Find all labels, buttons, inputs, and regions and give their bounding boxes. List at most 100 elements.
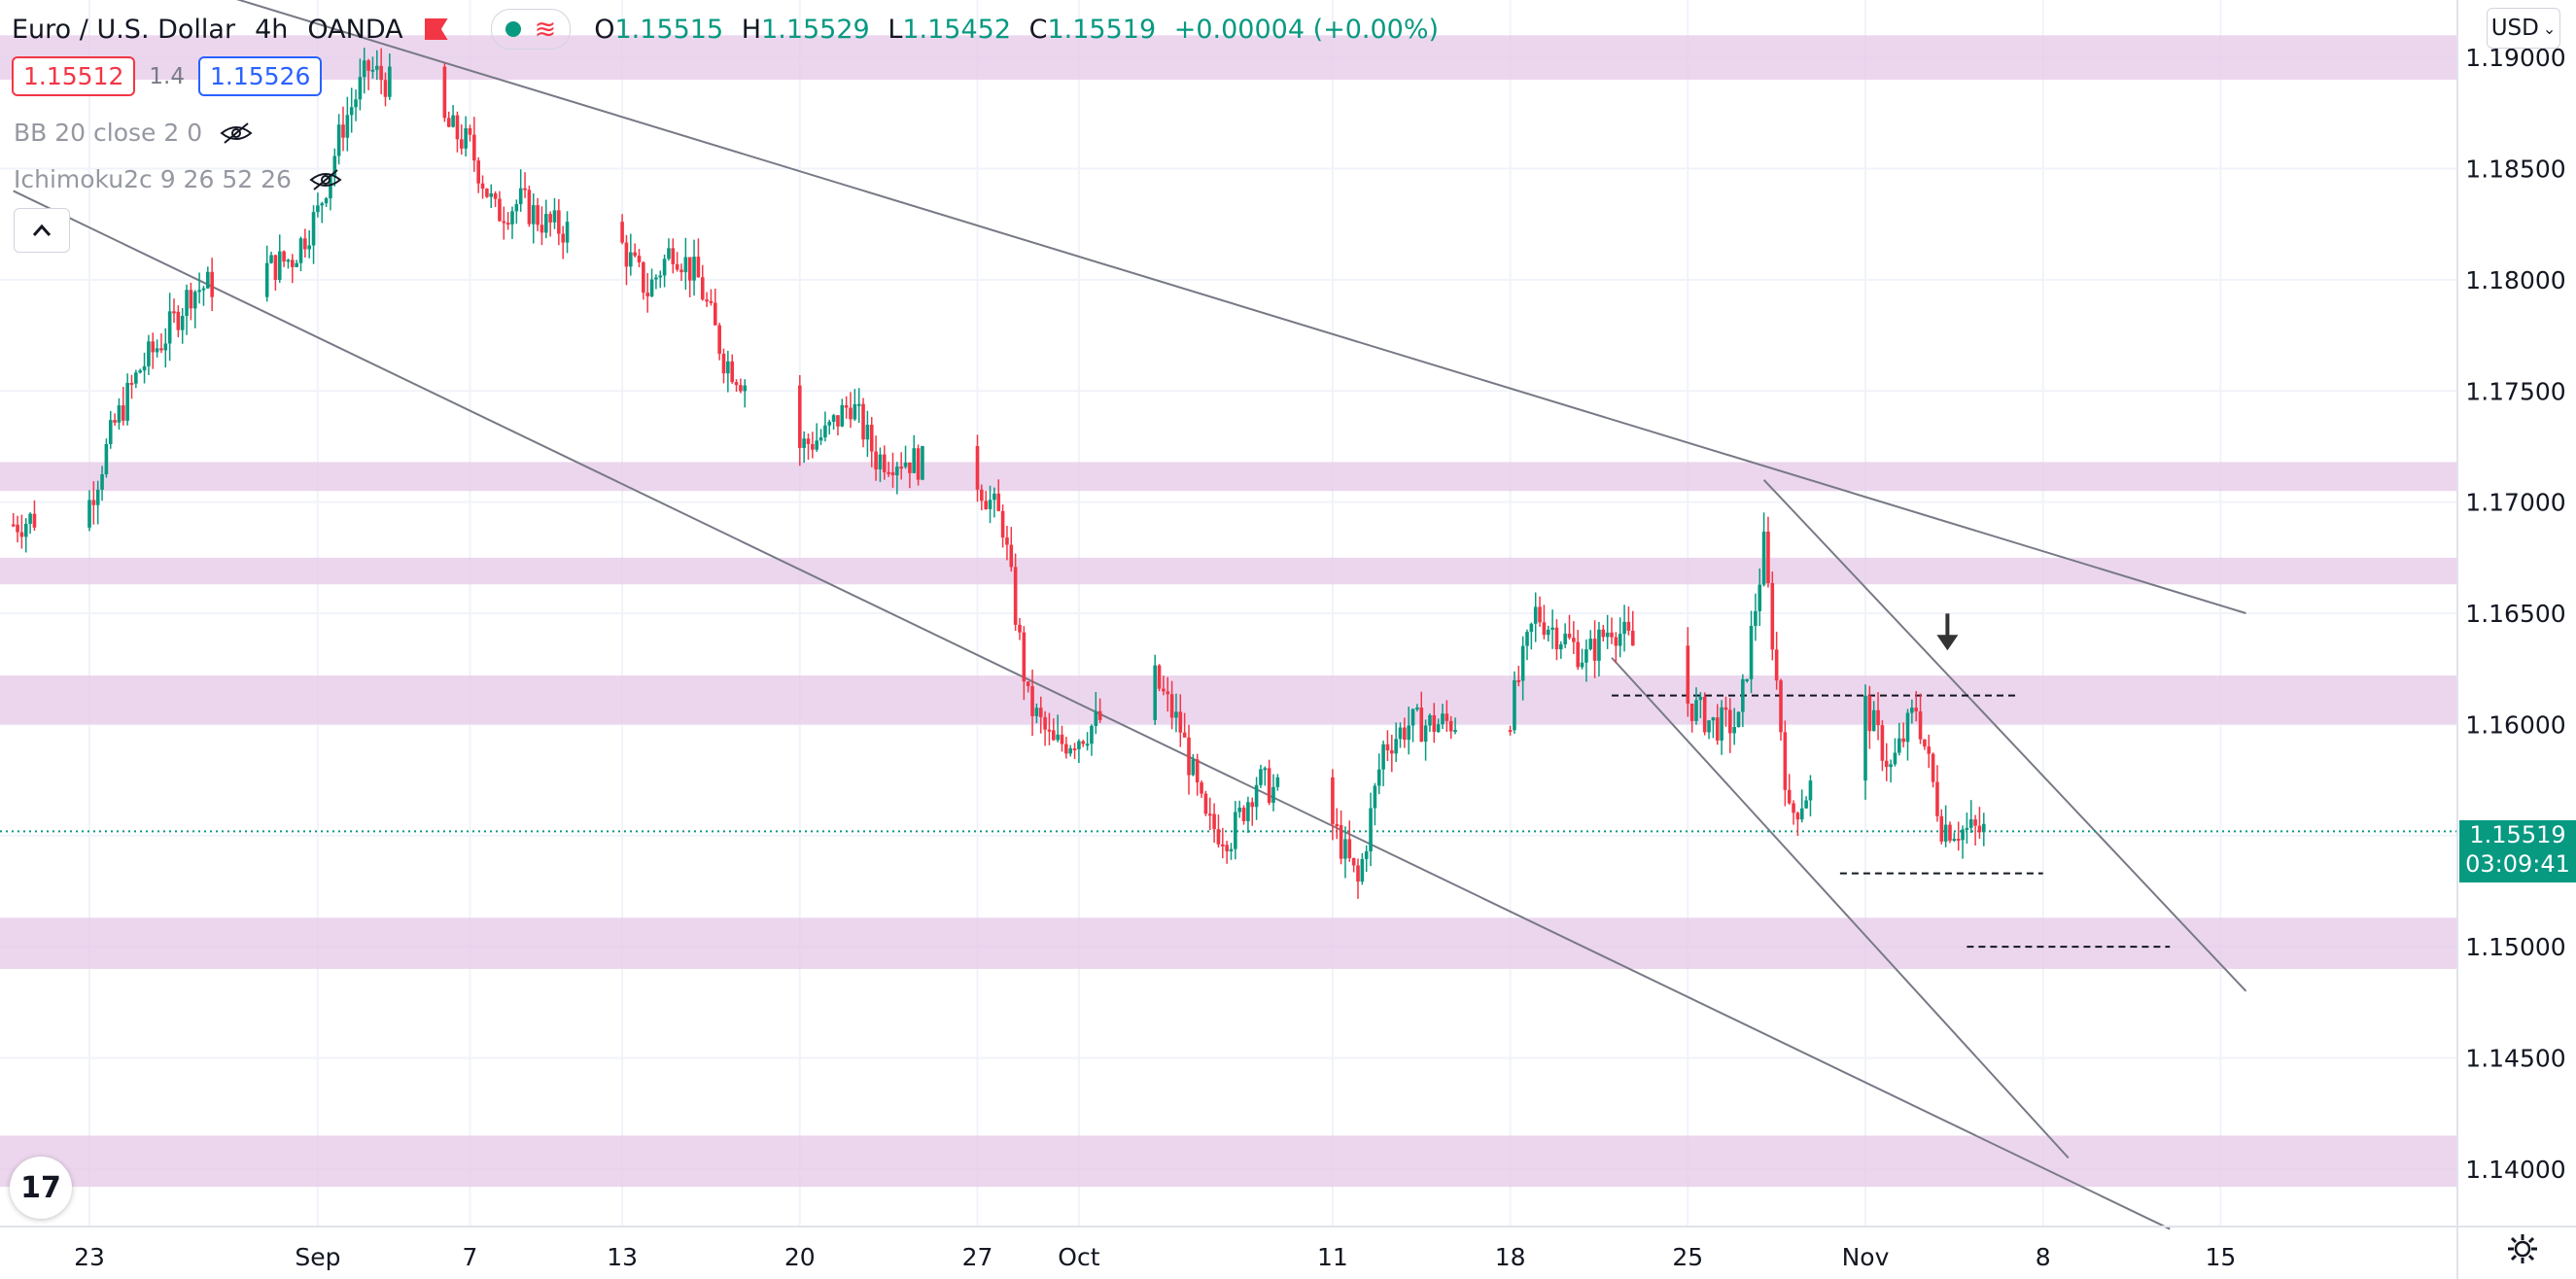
sell-button[interactable]: 1.15512 xyxy=(12,56,136,96)
chart-grid xyxy=(0,0,2457,1227)
candle-body xyxy=(649,279,654,296)
trend-line[interactable] xyxy=(13,190,2171,1230)
candle-body xyxy=(1943,824,1948,842)
candle-body xyxy=(303,238,307,250)
candle-body xyxy=(172,311,176,314)
candle-body xyxy=(899,467,903,469)
price-zone[interactable] xyxy=(0,557,2457,585)
candle-body xyxy=(366,60,370,71)
candle-body xyxy=(87,500,91,528)
candle-body xyxy=(1229,848,1234,852)
candle-body xyxy=(1410,709,1415,726)
flag-icon[interactable] xyxy=(424,18,448,40)
candle-body xyxy=(277,251,282,280)
arrow-down-icon[interactable] xyxy=(1936,635,1959,651)
candle-body xyxy=(1018,624,1022,633)
candle-body xyxy=(865,424,870,440)
candle-body xyxy=(28,513,32,524)
gear-icon[interactable] xyxy=(2506,1232,2539,1265)
trade-buttons: 1.15512 1.4 1.15526 xyxy=(12,56,323,96)
candle-body xyxy=(1234,812,1237,849)
candle-body xyxy=(1754,610,1758,626)
candle-body xyxy=(298,238,303,263)
candle-body xyxy=(561,233,565,243)
candle-body xyxy=(1398,727,1403,740)
interval-label[interactable]: 4h xyxy=(255,14,289,45)
candle-body xyxy=(1369,808,1373,851)
candle-body xyxy=(818,437,823,441)
tradingview-logo[interactable]: 17 xyxy=(10,1157,72,1219)
candle-body xyxy=(726,361,730,374)
trend-line[interactable] xyxy=(64,0,2246,614)
candle-body xyxy=(282,251,286,262)
candle-body xyxy=(1225,845,1229,852)
candle-body xyxy=(1052,730,1056,741)
buy-button[interactable]: 1.15526 xyxy=(197,56,323,96)
candle-body xyxy=(354,99,358,108)
price-zone[interactable] xyxy=(0,917,2457,969)
currency-button[interactable]: USD ⌄ xyxy=(2487,8,2560,49)
indicator-ichimoku[interactable]: Ichimoku2c 9 26 52 26 xyxy=(14,165,342,193)
candle-body xyxy=(1043,716,1047,730)
trend-line[interactable] xyxy=(1611,657,2070,1159)
candle-body xyxy=(662,259,667,276)
candle-body xyxy=(1622,621,1626,635)
candle-body xyxy=(815,440,818,450)
candle-body xyxy=(1720,707,1723,741)
candle-body xyxy=(514,204,519,212)
candle-body xyxy=(518,188,523,205)
candle-body xyxy=(1419,707,1424,743)
candle-body xyxy=(1525,632,1529,646)
candle-body xyxy=(992,493,996,501)
candle-body xyxy=(206,271,210,289)
candle-body xyxy=(498,198,502,222)
trend-lines[interactable] xyxy=(0,0,2457,1230)
candle-body xyxy=(1538,606,1542,623)
candle-body xyxy=(1407,725,1410,741)
candle-body xyxy=(1520,645,1525,681)
price-zone[interactable] xyxy=(0,1135,2457,1188)
collapse-legend-button[interactable] xyxy=(14,208,70,253)
symbol-name[interactable]: Euro / U.S. Dollar xyxy=(12,14,236,45)
candle-body xyxy=(709,300,714,303)
candle-body xyxy=(705,299,709,302)
candle-body xyxy=(1423,725,1428,743)
candle-body xyxy=(11,524,16,527)
candle-body xyxy=(1335,823,1340,826)
symbol-legend: Euro / U.S. Dollar 4h OANDA ≋ O1.15515 H… xyxy=(12,8,1439,51)
eye-hidden-icon[interactable] xyxy=(309,168,342,191)
candle-body xyxy=(108,420,113,444)
y-tick-label: 1.17500 xyxy=(2465,377,2565,405)
market-status-pill[interactable]: ≋ xyxy=(490,9,572,50)
candle-body xyxy=(176,311,181,330)
candle-body xyxy=(1034,708,1039,716)
candle-body xyxy=(1216,829,1221,845)
candle-body xyxy=(23,523,28,537)
candle-body xyxy=(201,288,206,291)
candle-body xyxy=(1918,710,1923,740)
candle-body xyxy=(921,445,924,480)
candle-body xyxy=(117,405,122,423)
candle-body xyxy=(1038,708,1043,717)
candle-body xyxy=(975,445,980,490)
candle-body xyxy=(1271,786,1275,803)
candle-body xyxy=(798,385,802,448)
candle-body xyxy=(180,316,185,330)
candle-body xyxy=(620,222,624,243)
trend-line[interactable] xyxy=(1762,479,2247,992)
candle-body xyxy=(1390,750,1394,754)
candle-body xyxy=(505,223,510,225)
x-tick-label: 13 xyxy=(607,1243,638,1271)
candle-body xyxy=(523,188,527,190)
price-zone[interactable] xyxy=(0,462,2457,492)
candle-body xyxy=(1241,808,1246,821)
indicator-bb[interactable]: BB 20 close 2 0 xyxy=(14,119,253,147)
candle-body xyxy=(1889,764,1893,768)
price-zone[interactable] xyxy=(0,35,2457,81)
eye-hidden-icon[interactable] xyxy=(220,121,253,145)
price-zone[interactable] xyxy=(0,675,2457,725)
candle-body xyxy=(91,500,96,505)
candle-body xyxy=(1901,738,1905,743)
